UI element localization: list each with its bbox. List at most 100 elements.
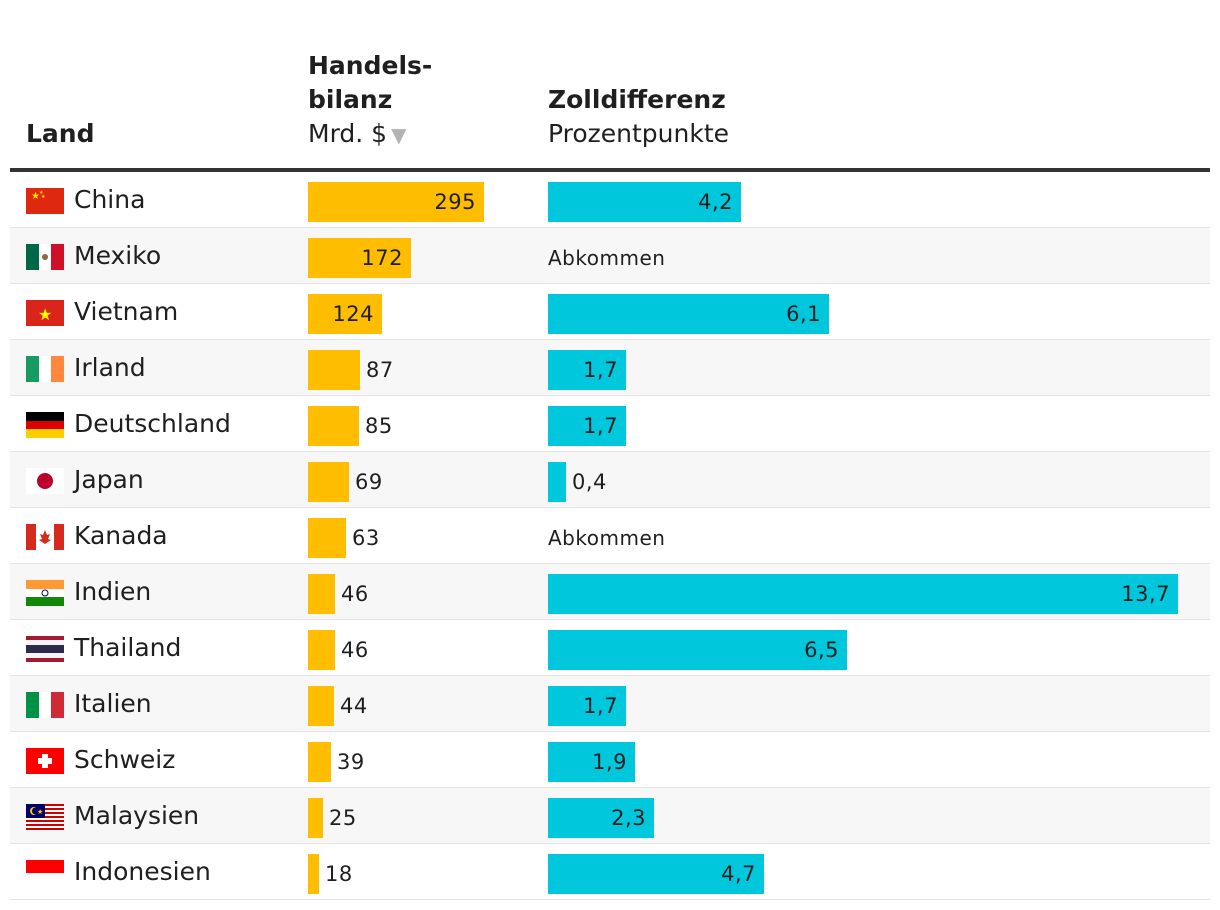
balance-bar (308, 182, 484, 222)
balance-value-label: 44 (340, 694, 368, 718)
japan-flag-icon (26, 468, 64, 494)
balance-value-label: 87 (366, 358, 394, 382)
agreement-note: Abkommen (548, 246, 666, 270)
tariff-bar (548, 350, 626, 390)
column-header-balance[interactable]: Handels- bilanz Mrd. $ ▼ (308, 49, 432, 152)
tariff-bar (548, 574, 1178, 614)
balance-bar (308, 574, 335, 614)
balance-bar (308, 854, 319, 894)
balance-bar (308, 294, 382, 334)
country-name: Indien (74, 577, 152, 606)
table-row: ★ Vietnam 124 6,1 (10, 284, 1210, 340)
tariff-unit-label: Prozentpunkte (548, 119, 730, 148)
balance-value-label: 85 (365, 414, 393, 438)
tariff-bar (548, 686, 626, 726)
tariff-value-label: 6,5 (804, 638, 839, 662)
germany-flag-icon (26, 412, 64, 438)
italy-flag-icon (26, 692, 64, 718)
table-body: ★ ★ ★ China 295 4,2 Mexiko 172 Abkommen ★ Vietnam 1… (10, 172, 1210, 900)
balance-bar (308, 462, 349, 502)
balance-value-label: 39 (337, 750, 365, 774)
sort-descending-icon[interactable]: ▼ (391, 123, 407, 147)
tariff-bar (548, 854, 764, 894)
table-row: Indien 46 13,7 (10, 564, 1210, 620)
table-row: Thailand 46 6,5 (10, 620, 1210, 676)
balance-bar (308, 742, 331, 782)
tariff-bar (548, 630, 847, 670)
tariff-value-label: 1,7 (583, 694, 618, 718)
table-row: ★ Malaysien 25 2,3 (10, 788, 1210, 844)
mexico-flag-icon (26, 244, 64, 270)
country-name: Malaysien (74, 801, 200, 830)
tariff-value-label: 1,7 (583, 358, 618, 382)
balance-value-label: 69 (355, 470, 383, 494)
tariff-bar (548, 742, 635, 782)
balance-bar (308, 686, 334, 726)
country-name: Italien (74, 689, 152, 718)
table-row: Deutschland 85 1,7 (10, 396, 1210, 452)
tariff-value-label: 4,7 (721, 862, 756, 886)
table-row: Schweiz 39 1,9 (10, 732, 1210, 788)
country-name: Deutschland (74, 409, 231, 438)
tariff-value-label: 4,2 (698, 190, 733, 214)
table-row: Irland 87 1,7 (10, 340, 1210, 396)
svg-text:★: ★ (37, 808, 43, 816)
svg-text:★: ★ (39, 190, 44, 196)
thailand-flag-icon (26, 636, 64, 662)
country-name: Vietnam (74, 297, 179, 326)
header-rule (10, 168, 1210, 172)
tariff-value-label: 1,7 (583, 414, 618, 438)
indonesia-flag-icon (26, 860, 64, 886)
tariff-bar (548, 462, 566, 502)
country-name: Irland (74, 353, 146, 382)
tariff-bar (548, 406, 626, 446)
balance-value-label: 18 (325, 862, 353, 886)
table-row: ★ ★ ★ China 295 4,2 (10, 172, 1210, 228)
country-name: Kanada (74, 521, 168, 550)
table-row: Japan 69 0,4 (10, 452, 1210, 508)
ireland-flag-icon (26, 356, 64, 382)
tariff-bar (548, 182, 741, 222)
balance-bar (308, 406, 359, 446)
column-header-land[interactable]: Land (26, 117, 95, 151)
country-name: Schweiz (74, 745, 176, 774)
balance-bar (308, 798, 323, 838)
balance-bar (308, 238, 411, 278)
country-name: China (74, 185, 146, 214)
tariff-header-title: Zolldifferenz (548, 85, 726, 114)
balance-value-label: 25 (329, 806, 357, 830)
table-row: Kanada 63 Abkommen (10, 508, 1210, 564)
svg-text:★: ★ (41, 194, 46, 200)
balance-header-line1: Handels- (308, 51, 433, 80)
china-flag-icon: ★ ★ ★ (26, 188, 64, 214)
balance-value-label: 46 (341, 638, 369, 662)
balance-bar (308, 630, 335, 670)
land-header-label: Land (26, 119, 95, 148)
malaysia-flag-icon: ★ (26, 804, 64, 830)
country-name: Thailand (74, 633, 182, 662)
balance-bar (308, 518, 346, 558)
balance-unit-label: Mrd. $ (308, 119, 388, 148)
column-header-tariff[interactable]: Zolldifferenz Prozentpunkte (548, 83, 729, 151)
switzerland-flag-icon (26, 748, 64, 774)
india-flag-icon (26, 580, 64, 606)
balance-value-label: 46 (341, 582, 369, 606)
balance-value-label: 172 (361, 246, 403, 270)
tariff-value-label: 1,9 (592, 750, 627, 774)
table-row: Mexiko 172 Abkommen (10, 228, 1210, 284)
svg-text:★: ★ (31, 191, 40, 202)
country-name: Japan (74, 465, 144, 494)
tariff-value-label: 13,7 (1121, 582, 1170, 606)
tariff-value-label: 6,1 (786, 302, 821, 326)
tariff-value-label: 0,4 (572, 470, 607, 494)
balance-value-label: 124 (332, 302, 374, 326)
canada-flag-icon (26, 524, 64, 550)
table-row: Italien 44 1,7 (10, 676, 1210, 732)
tariff-value-label: 2,3 (611, 806, 646, 830)
balance-header-line2: bilanz (308, 85, 393, 114)
svg-text:★: ★ (38, 305, 52, 324)
agreement-note: Abkommen (548, 526, 666, 550)
country-name: Mexiko (74, 241, 162, 270)
balance-value-label: 295 (434, 190, 476, 214)
country-name: Indonesien (74, 857, 211, 886)
